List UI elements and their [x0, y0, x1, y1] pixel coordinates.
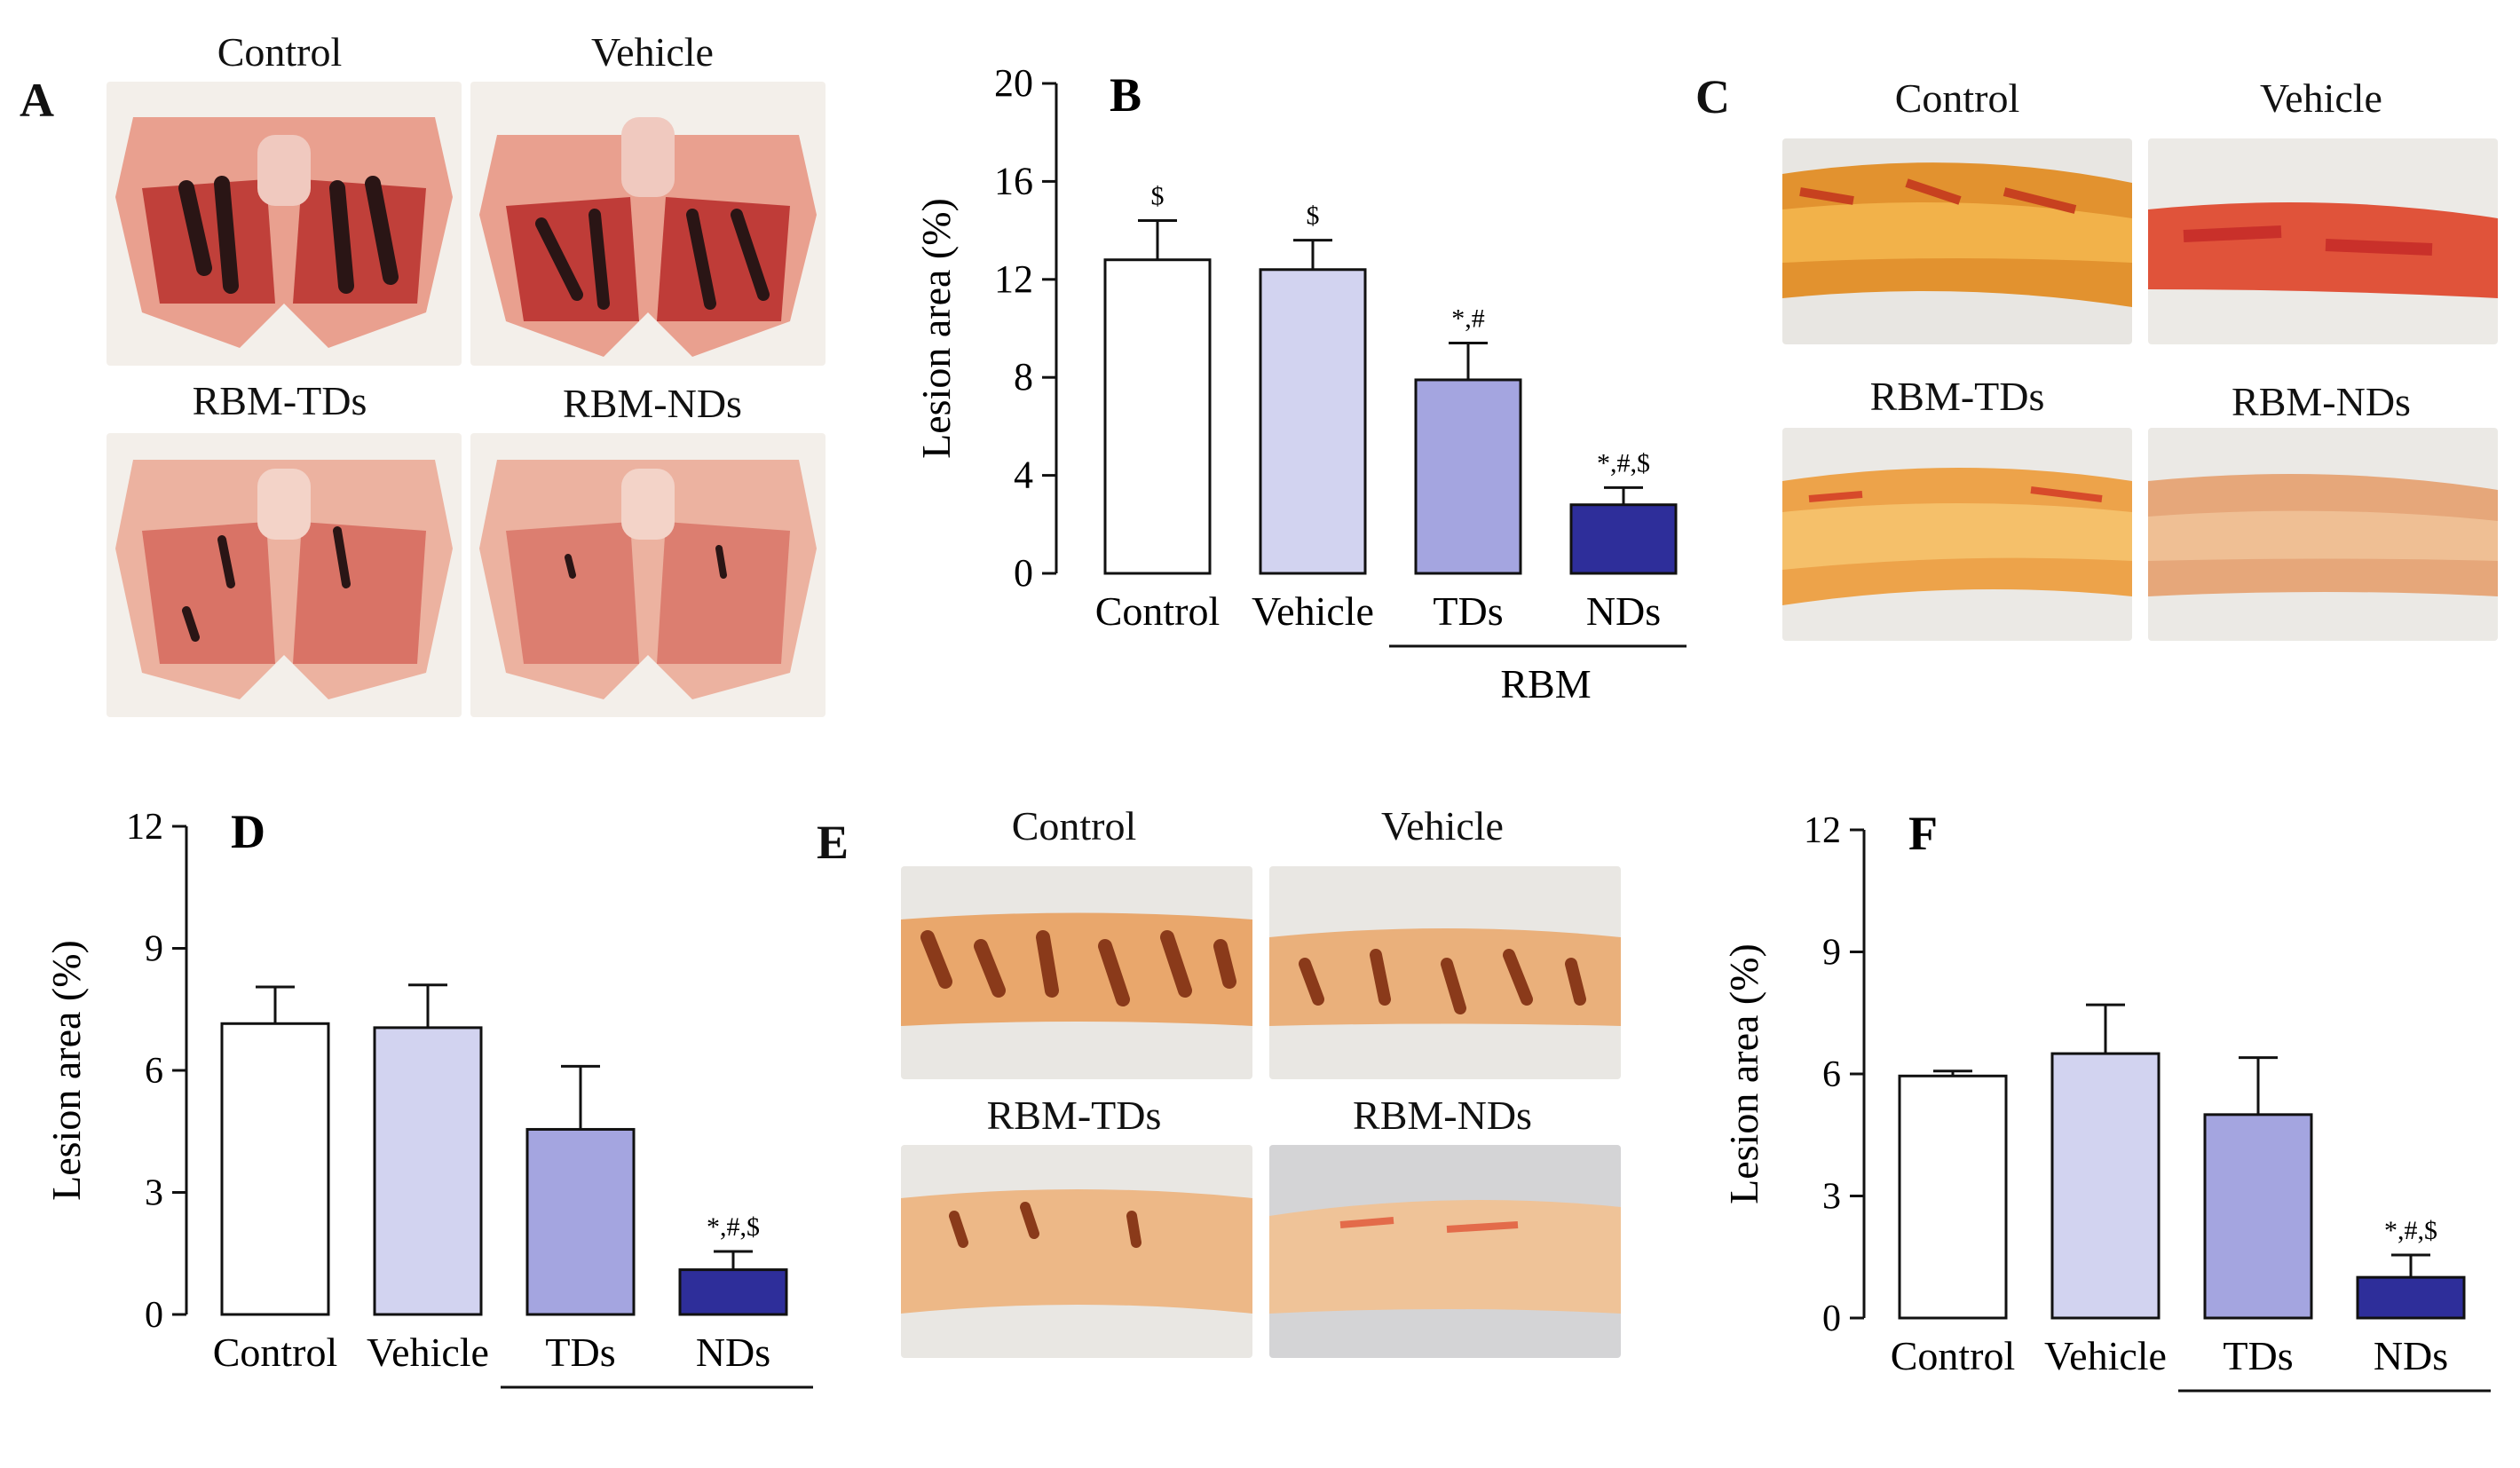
intestine-photo-e-control — [901, 912, 1252, 1026]
y-tick-label: 8 — [1014, 355, 1033, 399]
intestine-photo-vehicle — [2148, 202, 2498, 298]
bar-control — [220, 1022, 330, 1316]
panel-a-label-vehicle: Vehicle — [591, 29, 714, 75]
panel-c-label-rbm-tds: RBM-TDs — [1869, 374, 2045, 419]
panel-c-photo-rbm-nds — [2148, 428, 2498, 641]
stomach-photo-rbm-tds — [115, 460, 453, 699]
panel-c-photo-vehicle — [2148, 138, 2498, 344]
x-tick-label: Control — [1891, 1333, 2016, 1378]
panel-e-photo-control — [901, 866, 1252, 1079]
panel-a-letter: A — [20, 74, 54, 127]
y-tick-label: 20 — [994, 61, 1033, 105]
intestine-photo-e-rbm-nds — [1269, 1200, 1621, 1314]
chart-b: B 0 4 8 12 16 20 Lesion area (%) $ Control $ Vehicl… — [913, 61, 1687, 706]
y-tick-label: 16 — [994, 159, 1033, 202]
panel-e-label-control: Control — [1011, 803, 1137, 848]
intestine-photo-e-rbm-tds — [901, 1189, 1252, 1314]
panel-letter: D — [231, 805, 265, 858]
panel-c-label-control: Control — [1894, 75, 2020, 121]
stomach-photo-control — [115, 117, 453, 348]
x-tick-label: TDs — [545, 1330, 615, 1375]
panel-a-photo-rbm-nds — [470, 433, 826, 717]
stomach-photo-rbm-nds — [479, 460, 817, 699]
x-tick-label: Vehicle — [1252, 588, 1374, 634]
intestine-photo-rbm-tds — [1782, 468, 2132, 605]
y-tick-label: 3 — [1822, 1177, 1841, 1218]
x-tick-label: Vehicle — [367, 1330, 489, 1375]
bar-nds — [2356, 1275, 2466, 1320]
y-tick-label: 12 — [994, 257, 1033, 301]
significance-label: *,# — [1451, 304, 1485, 334]
x-tick-label: TDs — [1433, 588, 1503, 634]
y-tick-label: 4 — [1014, 454, 1033, 497]
intestine-photo-rbm-nds — [2148, 474, 2498, 596]
x-tick-label: Control — [1095, 588, 1221, 634]
bar-vehicle — [2050, 1052, 2161, 1320]
panel-c-letter: C — [1695, 70, 1730, 123]
panel-letter: F — [1908, 807, 1938, 860]
bar-vehicle — [373, 1026, 483, 1316]
bar-tds — [1414, 378, 1522, 575]
y-axis-label: Lesion area (%) — [1721, 943, 1766, 1204]
panel-a-photo-control — [107, 82, 462, 366]
stomach-photo-vehicle — [479, 117, 817, 357]
significance-label: *,#,$ — [2384, 1216, 2437, 1245]
panel-a-photo-rbm-tds — [107, 433, 462, 717]
significance-label: *,#,$ — [707, 1212, 760, 1242]
x-tick-label: Control — [213, 1330, 338, 1375]
y-tick-label: 12 — [1804, 810, 1841, 851]
panel-e-photo-rbm-nds — [1269, 1145, 1621, 1358]
x-tick-label: NDs — [696, 1330, 770, 1375]
panel-c-label-rbm-nds: RBM-NDs — [2232, 379, 2411, 424]
panel-a-label-rbm-tds: RBM-TDs — [192, 378, 367, 423]
bar-control — [1103, 258, 1212, 575]
panel-a-photo-vehicle — [470, 82, 826, 366]
intestine-photo-control — [1782, 162, 2132, 307]
x-tick-label: NDs — [2374, 1333, 2448, 1378]
y-tick-label: 9 — [1822, 933, 1841, 974]
x-tick-label: NDs — [1586, 588, 1661, 634]
chart-f: F 0 3 6 9 12 Lesion area (%) Control Vehicle TDs *… — [1721, 807, 2491, 1407]
y-tick-label: 0 — [145, 1295, 163, 1336]
bar-tds — [525, 1127, 636, 1316]
panel-e-label-vehicle: Vehicle — [1381, 803, 1504, 848]
panel-e-label-rbm-nds: RBM-NDs — [1353, 1093, 1532, 1138]
bar-nds — [678, 1268, 788, 1316]
significance-label: $ — [1307, 201, 1320, 231]
panel-letter: B — [1110, 68, 1142, 122]
panel-e-label-rbm-tds: RBM-TDs — [986, 1093, 1162, 1138]
panel-e-photo-rbm-tds — [901, 1145, 1252, 1358]
group-label: RBM — [612, 1402, 702, 1407]
panel-c-photo-control — [1782, 138, 2132, 344]
panel-a-label-control: Control — [217, 29, 343, 75]
panel-c-photo-rbm-tds — [1782, 428, 2132, 641]
y-tick-label: 6 — [145, 1051, 163, 1092]
panel-a-label-rbm-nds: RBM-NDs — [563, 381, 742, 426]
group-label: RBM — [2289, 1406, 2380, 1407]
y-tick-label: 12 — [126, 807, 163, 848]
group-label: RBM — [1500, 661, 1591, 706]
y-axis-label: Lesion area (%) — [43, 940, 89, 1201]
intestine-photo-e-vehicle — [1269, 928, 1621, 1026]
chart-d: D 0 3 6 9 12 Lesion area (%) Control Vehicle TDs *… — [43, 805, 813, 1407]
y-tick-label: 6 — [1822, 1054, 1841, 1095]
y-tick-label: 3 — [145, 1173, 163, 1214]
x-tick-label: TDs — [2223, 1333, 2293, 1378]
panel-e-letter: E — [817, 816, 849, 869]
x-tick-label: Vehicle — [2044, 1333, 2167, 1378]
y-tick-label: 9 — [145, 929, 163, 970]
significance-label: $ — [1151, 182, 1165, 211]
panel-e-photo-vehicle — [1269, 866, 1621, 1079]
panel-c-label-vehicle: Vehicle — [2260, 75, 2382, 121]
bar-vehicle — [1259, 268, 1367, 575]
bar-tds — [2203, 1113, 2313, 1320]
significance-label: *,#,$ — [1597, 448, 1650, 477]
y-axis-label: Lesion area (%) — [913, 198, 959, 459]
bar-control — [1898, 1074, 2008, 1320]
y-tick-label: 0 — [1822, 1298, 1841, 1339]
y-tick-label: 0 — [1014, 551, 1033, 595]
bar-nds — [1569, 503, 1678, 575]
